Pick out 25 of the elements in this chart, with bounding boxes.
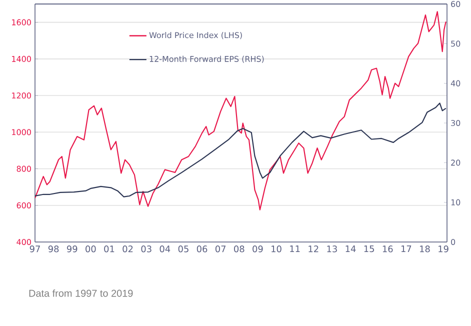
x-tick-label: 18 — [420, 246, 430, 252]
x-tick-label: 16 — [382, 246, 393, 252]
line-series — [35, 11, 446, 210]
x-tick-label: 13 — [327, 246, 337, 252]
x-tick-label: 05 — [178, 246, 188, 252]
x-tick-label: 08 — [234, 246, 244, 252]
x-tick-label: 99 — [66, 246, 78, 252]
x-tick-label: 10 — [272, 246, 282, 252]
x-tick-label: 00 — [86, 246, 96, 252]
x-tick-label: 97 — [30, 246, 40, 252]
text: Data from 1997 to 2019 — [29, 290, 133, 297]
x-tick-label: 01 — [104, 246, 114, 252]
x-tick-label: 19 — [438, 246, 448, 252]
x-tick-label: 09 — [252, 246, 263, 252]
x-tick-label: 11 — [290, 246, 300, 252]
x-tick-label: 15 — [364, 246, 374, 252]
x-tick-label: 12 — [308, 246, 318, 252]
x-tick-label: 98 — [48, 246, 59, 252]
x-tick-label: 17 — [401, 246, 412, 252]
x-tick-label: 04 — [160, 246, 170, 252]
x-tick-label: 02 — [122, 246, 133, 252]
x-tick-label: 07 — [215, 246, 226, 252]
x-tick-label: 14 — [346, 246, 356, 252]
x-tick-label: 06 — [196, 246, 208, 252]
x-tick-label: 03 — [141, 246, 152, 252]
